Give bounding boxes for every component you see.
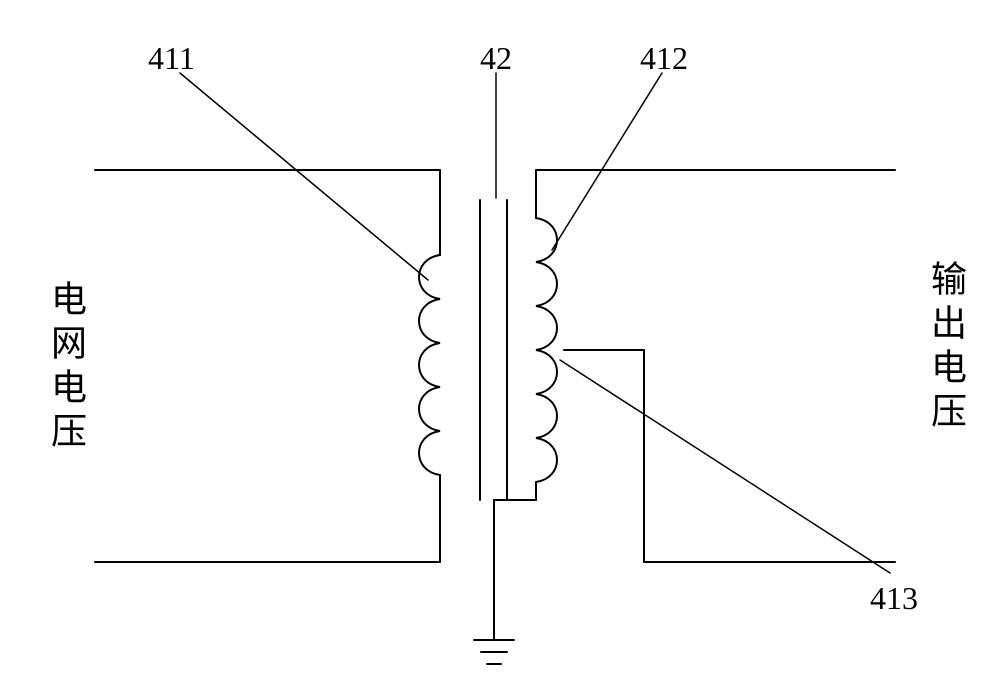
transformer-diagram: 411 42 412 413 电网电压 输出电压: [0, 0, 1000, 695]
label-grid-voltage: 电网电压: [40, 280, 92, 456]
label-413: 413: [870, 580, 918, 617]
label-411: 411: [148, 40, 195, 77]
label-output-voltage: 输出电压: [920, 260, 972, 436]
schematic-svg: [0, 0, 1000, 695]
label-42: 42: [480, 40, 512, 77]
label-412: 412: [640, 40, 688, 77]
